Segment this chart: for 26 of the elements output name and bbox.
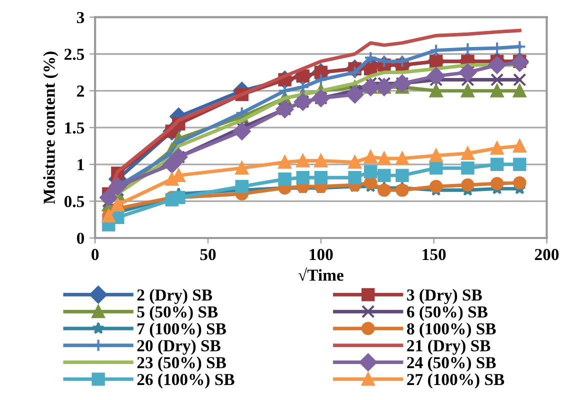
x-tick-label: 50 [200, 248, 216, 260]
legend-label: 24 (50%) SB [407, 356, 496, 372]
y-tick-label: 0 [76, 232, 84, 244]
legend-label: 3 (Dry) SB [407, 288, 482, 304]
legend-label: 26 (100%) SB [137, 373, 234, 389]
x-tick-label: 0 [92, 248, 99, 260]
x-tick-label: 200 [534, 248, 559, 260]
legend-label: 21 (Dry) SB [407, 340, 490, 355]
y-tick-label: 1 [78, 159, 84, 170]
y-tick-label: 2.5 [64, 48, 84, 60]
legend-label: 8 (100%) SB [407, 322, 496, 338]
legend-label: 20 (Dry) SB [137, 340, 220, 355]
legend-label: 7 (100%) SB [138, 322, 226, 338]
legend-label: 6 (50%) SB [407, 306, 488, 321]
y-tick-label: 3 [76, 12, 84, 24]
y-tick-label: 2 [77, 86, 84, 97]
legend-label: 5 (50%) SB [137, 306, 218, 321]
x-axis-title: √Time [298, 267, 344, 281]
legend-label: 27 (100%) SB [407, 373, 504, 389]
y-tick-label: 1.5 [65, 122, 84, 134]
legend-label: 2 (Dry) SB [137, 288, 212, 304]
y-axis-title: Moisture content (%) [43, 52, 58, 204]
x-tick-label: 150 [422, 248, 446, 260]
x-tick-label: 100 [310, 248, 333, 260]
y-tick-label: 0.5 [64, 196, 84, 208]
legend-label: 23 (50%) SB [137, 356, 226, 372]
